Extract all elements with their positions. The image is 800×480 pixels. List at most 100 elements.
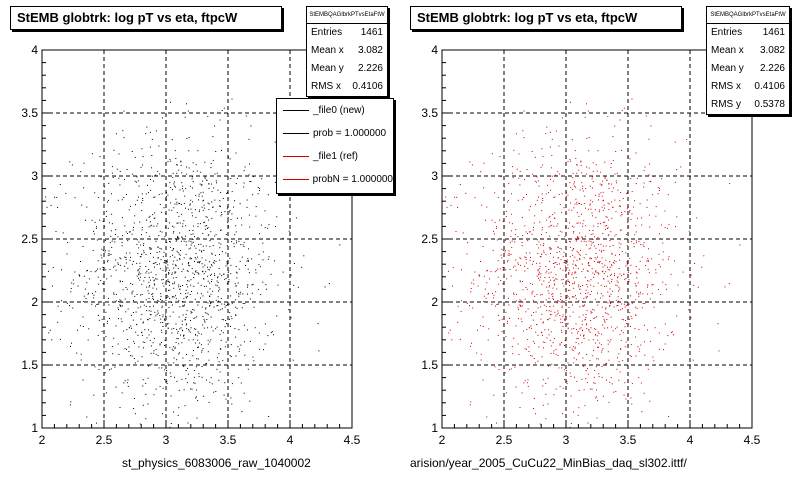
- scatter-point: [627, 225, 629, 227]
- scatter-point: [534, 215, 536, 217]
- scatter-point: [599, 342, 601, 344]
- scatter-point: [607, 351, 609, 353]
- scatter-point: [173, 362, 175, 364]
- scatter-point: [686, 139, 688, 140]
- scatter-point: [574, 376, 575, 378]
- scatter-point: [519, 299, 521, 301]
- scatter-point: [578, 286, 580, 288]
- scatter-point: [511, 223, 513, 225]
- scatter-point: [198, 373, 200, 375]
- scatter-point: [589, 204, 591, 206]
- scatter-point: [240, 344, 242, 346]
- scatter-point: [527, 379, 529, 381]
- scatter-point: [586, 328, 588, 330]
- scatter-point: [553, 337, 555, 339]
- scatter-point: [579, 222, 581, 224]
- scatter-point: [186, 328, 188, 330]
- scatter-point: [207, 227, 209, 229]
- scatter-point: [609, 266, 611, 268]
- scatter-point: [188, 167, 190, 169]
- scatter-point: [210, 167, 212, 169]
- scatter-point: [192, 339, 194, 341]
- scatter-point: [87, 339, 89, 341]
- scatter-point: [487, 293, 489, 295]
- scatter-point: [569, 315, 571, 317]
- scatter-point: [566, 259, 568, 261]
- scatter-point: [136, 199, 138, 201]
- scatter-point: [190, 233, 192, 235]
- scatter-point: [219, 333, 221, 335]
- scatter-point: [151, 224, 153, 226]
- scatter-point: [248, 260, 249, 262]
- scatter-point: [153, 225, 155, 227]
- scatter-point: [301, 266, 303, 268]
- scatter-point: [148, 216, 150, 218]
- y-tick-label: 2: [431, 295, 438, 309]
- scatter-point: [88, 292, 89, 294]
- scatter-point: [149, 235, 151, 237]
- scatter-point: [228, 279, 230, 281]
- scatter-point: [617, 290, 619, 292]
- scatter-point: [533, 408, 535, 409]
- scatter-point: [251, 284, 253, 286]
- scatter-point: [180, 161, 182, 163]
- scatter-point: [643, 170, 645, 172]
- scatter-point: [160, 298, 161, 300]
- scatter-point: [223, 107, 225, 109]
- scatter-point: [140, 318, 142, 320]
- scatter-point: [185, 313, 187, 315]
- scatter-point: [555, 353, 557, 355]
- scatter-point: [639, 291, 641, 293]
- scatter-point: [626, 261, 628, 263]
- scatter-point: [555, 278, 557, 280]
- scatter-point: [537, 270, 539, 272]
- y-tick-label: 3.5: [21, 106, 38, 120]
- scatter-point: [114, 241, 116, 243]
- scatter-point: [652, 356, 654, 358]
- scatter-point: [139, 256, 141, 258]
- scatter-point: [258, 190, 260, 191]
- scatter-point: [539, 256, 541, 258]
- scatter-point: [601, 263, 603, 265]
- legend-entry-prob: prob = 1.000000: [277, 122, 393, 145]
- scatter-point: [545, 133, 547, 135]
- scatter-point: [642, 293, 644, 295]
- scatter-point: [209, 300, 210, 302]
- scatter-point: [515, 386, 517, 388]
- scatter-point: [160, 329, 162, 331]
- scatter-point: [194, 342, 196, 344]
- scatter-point: [597, 339, 599, 341]
- scatter-point: [474, 197, 476, 199]
- scatter-point: [241, 217, 242, 219]
- scatter-point: [166, 199, 167, 201]
- scatter-point: [228, 303, 230, 305]
- scatter-point: [569, 297, 571, 299]
- scatter-point: [188, 339, 190, 341]
- scatter-point: [505, 216, 507, 217]
- scatter-point: [562, 269, 564, 271]
- scatter-point: [520, 258, 522, 260]
- scatter-point: [498, 283, 500, 285]
- scatter-point: [560, 318, 562, 320]
- scatter-point: [690, 274, 692, 276]
- scatter-point: [531, 355, 533, 357]
- scatter-point: [549, 260, 551, 262]
- scatter-point: [203, 318, 205, 320]
- scatter-point: [88, 328, 90, 330]
- scatter-point: [592, 355, 594, 357]
- scatter-point: [556, 288, 558, 290]
- scatter-point: [615, 284, 617, 286]
- scatter-point: [569, 241, 570, 242]
- scatter-point: [183, 366, 185, 367]
- scatter-point: [211, 265, 213, 267]
- scatter-point: [290, 317, 292, 319]
- scatter-point: [547, 184, 548, 186]
- scatter-point: [56, 196, 58, 198]
- scatter-point: [97, 260, 99, 262]
- scatter-point: [604, 225, 606, 227]
- scatter-point: [142, 379, 144, 381]
- scatter-point: [184, 116, 186, 118]
- scatter-point: [503, 262, 505, 264]
- scatter-point: [169, 315, 171, 317]
- scatter-point: [617, 357, 618, 359]
